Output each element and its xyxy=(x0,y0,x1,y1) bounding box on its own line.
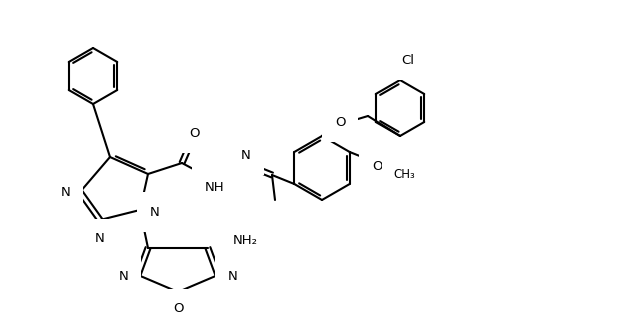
Text: N: N xyxy=(60,186,70,199)
Text: O: O xyxy=(173,302,183,315)
Text: O: O xyxy=(335,116,345,128)
Text: CH₃: CH₃ xyxy=(394,168,415,181)
Text: N: N xyxy=(150,206,160,218)
Text: NH₂: NH₂ xyxy=(233,233,258,246)
Text: Cl: Cl xyxy=(401,53,415,66)
Text: N: N xyxy=(228,271,237,284)
Text: N: N xyxy=(241,148,251,161)
Text: O: O xyxy=(372,159,383,173)
Text: O: O xyxy=(189,126,199,139)
Text: N: N xyxy=(118,271,128,284)
Text: NH: NH xyxy=(205,181,225,194)
Text: N: N xyxy=(95,232,105,245)
